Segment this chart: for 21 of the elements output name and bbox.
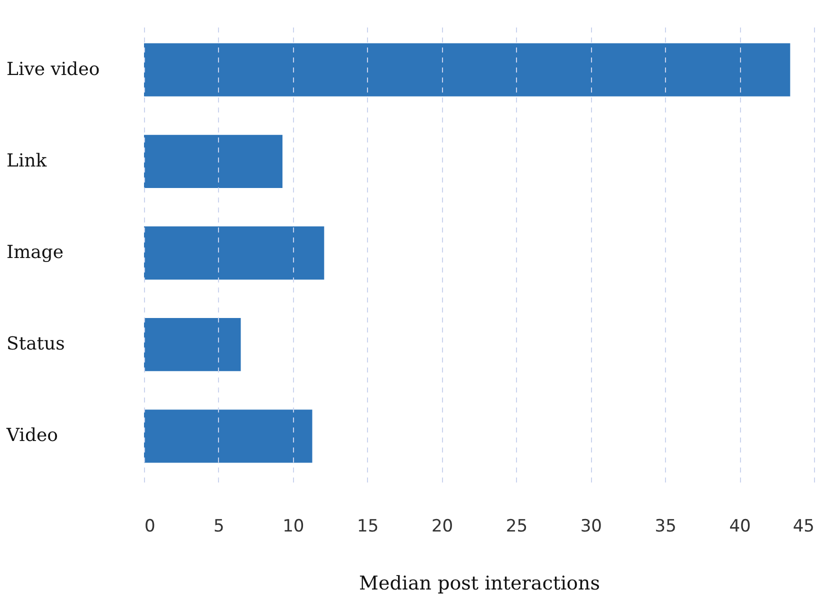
y-tick-label: Status	[6, 334, 65, 355]
x-axis-title: Median post interactions	[359, 572, 600, 594]
x-tick-label: 40	[729, 516, 751, 536]
bar	[144, 134, 282, 188]
bar	[144, 43, 790, 96]
x-tick-label: 10	[282, 516, 304, 536]
bar	[144, 410, 312, 463]
y-tick-label: Link	[6, 150, 48, 172]
x-tick-label: 30	[580, 516, 602, 536]
x-tick-label: 0	[144, 516, 156, 536]
x-tick-label: 25	[506, 516, 528, 536]
y-tick-label: Video	[6, 425, 58, 446]
x-tick-label: 35	[654, 516, 676, 536]
bar	[144, 318, 241, 372]
y-tick-label: Live video	[6, 58, 100, 80]
x-tick-label: 20	[431, 516, 454, 536]
y-tick-label: Image	[6, 242, 64, 263]
x-tick-label: 5	[214, 516, 224, 536]
x-tick-label: 45	[792, 516, 814, 536]
bar	[144, 226, 324, 280]
x-tick-label: 15	[357, 516, 379, 536]
